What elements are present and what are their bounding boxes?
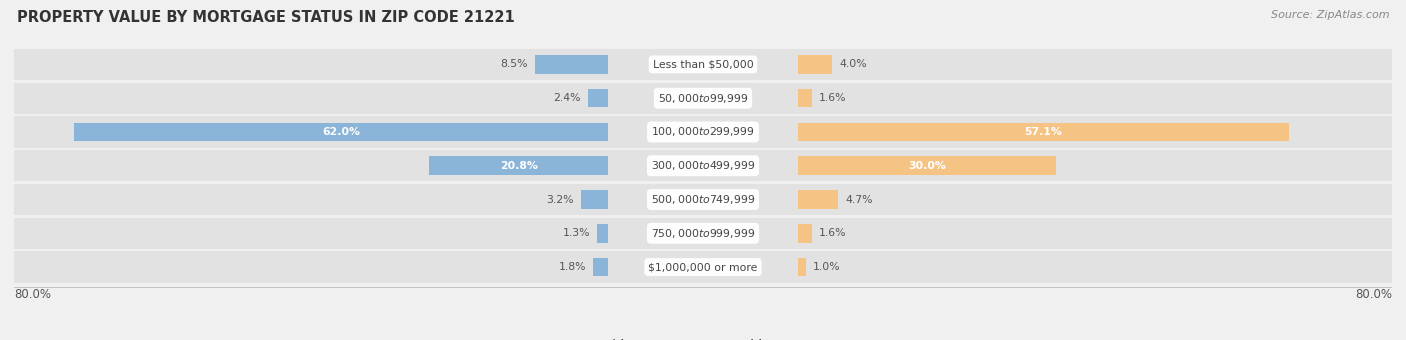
Text: 8.5%: 8.5% bbox=[501, 59, 529, 69]
Text: $50,000 to $99,999: $50,000 to $99,999 bbox=[658, 92, 748, 105]
Bar bbox=[588, 89, 609, 107]
Legend: Without Mortgage, With Mortgage: Without Mortgage, With Mortgage bbox=[575, 335, 831, 340]
Text: $100,000 to $299,999: $100,000 to $299,999 bbox=[651, 125, 755, 138]
Text: $500,000 to $749,999: $500,000 to $749,999 bbox=[651, 193, 755, 206]
Text: 4.7%: 4.7% bbox=[845, 194, 873, 205]
Text: PROPERTY VALUE BY MORTGAGE STATUS IN ZIP CODE 21221: PROPERTY VALUE BY MORTGAGE STATUS IN ZIP… bbox=[17, 10, 515, 25]
Bar bbox=[14, 150, 1392, 182]
Text: 1.8%: 1.8% bbox=[558, 262, 586, 272]
Text: 80.0%: 80.0% bbox=[14, 288, 51, 301]
Bar bbox=[14, 49, 1392, 80]
Bar bbox=[797, 224, 811, 242]
Text: 2.4%: 2.4% bbox=[553, 93, 581, 103]
Text: $300,000 to $499,999: $300,000 to $499,999 bbox=[651, 159, 755, 172]
Text: 1.6%: 1.6% bbox=[818, 228, 846, 238]
Bar bbox=[14, 116, 1392, 148]
Text: 4.0%: 4.0% bbox=[839, 59, 866, 69]
Text: 20.8%: 20.8% bbox=[499, 161, 537, 171]
Bar bbox=[797, 123, 1289, 141]
Bar bbox=[581, 190, 609, 209]
Text: 1.0%: 1.0% bbox=[813, 262, 841, 272]
Bar bbox=[14, 218, 1392, 249]
Text: 1.3%: 1.3% bbox=[562, 228, 591, 238]
Bar bbox=[797, 55, 832, 74]
Bar bbox=[536, 55, 609, 74]
Bar bbox=[14, 184, 1392, 215]
Bar bbox=[593, 258, 609, 276]
Bar bbox=[75, 123, 609, 141]
Bar bbox=[797, 258, 807, 276]
Text: 30.0%: 30.0% bbox=[908, 161, 946, 171]
Text: 80.0%: 80.0% bbox=[1355, 288, 1392, 301]
Text: 57.1%: 57.1% bbox=[1025, 127, 1063, 137]
Text: $1,000,000 or more: $1,000,000 or more bbox=[648, 262, 758, 272]
Text: 62.0%: 62.0% bbox=[322, 127, 360, 137]
Text: $750,000 to $999,999: $750,000 to $999,999 bbox=[651, 227, 755, 240]
Bar bbox=[429, 156, 609, 175]
Text: 3.2%: 3.2% bbox=[547, 194, 574, 205]
Bar bbox=[14, 83, 1392, 114]
Bar bbox=[598, 224, 609, 242]
Text: 1.6%: 1.6% bbox=[818, 93, 846, 103]
Bar bbox=[797, 156, 1056, 175]
Bar bbox=[797, 190, 838, 209]
Text: Source: ZipAtlas.com: Source: ZipAtlas.com bbox=[1271, 10, 1389, 20]
Bar bbox=[14, 251, 1392, 283]
Text: Less than $50,000: Less than $50,000 bbox=[652, 59, 754, 69]
Bar bbox=[797, 89, 811, 107]
